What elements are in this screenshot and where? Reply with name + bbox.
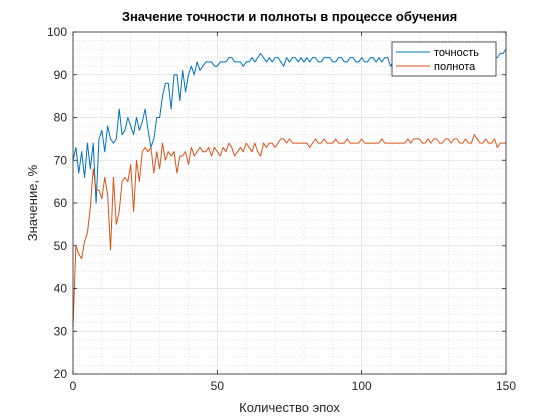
legend: точность полнота: [391, 41, 497, 77]
x-tick-label: 50: [211, 379, 225, 393]
y-tick-label: 20: [54, 367, 68, 381]
x-tick-label: 100: [352, 379, 372, 393]
axis-ticks: [72, 31, 507, 375]
legend-box: [391, 41, 497, 77]
y-tick-label: 80: [54, 111, 68, 125]
x-tick-label: 150: [496, 379, 516, 393]
y-tick-label: 50: [54, 239, 68, 253]
y-tick-label: 60: [54, 196, 68, 210]
series-line-recall: [72, 134, 506, 327]
y-axis-label: Значение, %: [25, 164, 40, 241]
x-axis-label: Количество эпох: [239, 400, 340, 415]
y-tick-label: 100: [47, 25, 67, 39]
y-tick-label: 40: [54, 282, 68, 296]
chart-title: Значение точности и полноты в процессе о…: [122, 9, 457, 24]
y-tick-label: 90: [54, 68, 68, 82]
y-tick-label: 30: [54, 324, 68, 338]
y-tick-label: 70: [54, 153, 68, 167]
tick-labels: 0 50 100 150 20 30 40 50 60 70 80 90 100: [47, 25, 516, 393]
x-tick-label: 0: [70, 379, 77, 393]
legend-label-recall: полнота: [434, 61, 476, 73]
legend-label-accuracy: точность: [434, 47, 479, 59]
